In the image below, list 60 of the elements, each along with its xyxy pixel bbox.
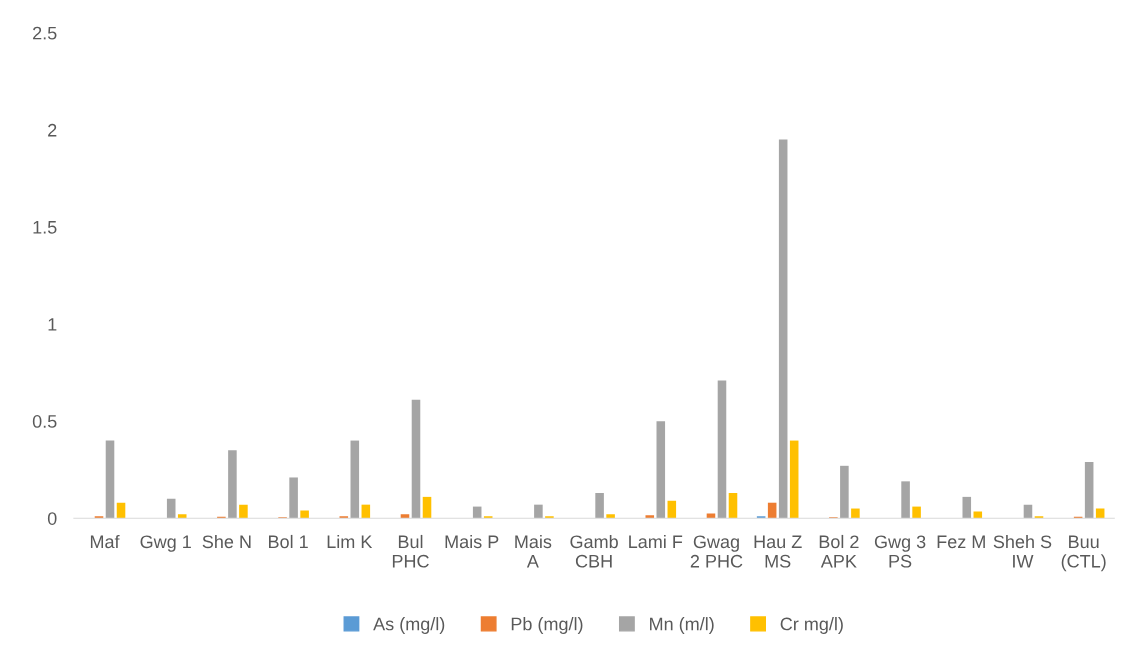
bar bbox=[606, 514, 615, 519]
bar bbox=[1084, 461, 1094, 519]
x-tick-label: Gwg 3 PS bbox=[874, 535, 926, 568]
bar bbox=[778, 139, 788, 519]
bar bbox=[717, 380, 727, 519]
bar bbox=[645, 515, 655, 519]
bar bbox=[411, 399, 421, 519]
x-tick-label: Hau Z MS bbox=[754, 535, 802, 568]
bar bbox=[840, 465, 849, 519]
x-tick-label: Mais P bbox=[445, 534, 499, 549]
bar bbox=[166, 498, 176, 519]
bar bbox=[789, 440, 799, 519]
bar bbox=[973, 511, 983, 519]
bar bbox=[422, 496, 432, 519]
x-tick-label: Maf bbox=[90, 534, 120, 549]
bar bbox=[105, 440, 115, 519]
bar bbox=[400, 514, 410, 519]
y-tick-label: 2.5 bbox=[33, 26, 57, 40]
bar bbox=[350, 440, 360, 519]
legend-label: Pb (mg/l) bbox=[511, 617, 583, 634]
y-tick-label: 0.5 bbox=[32, 415, 57, 428]
x-tick-label: Bul PHC bbox=[392, 534, 429, 568]
x-tick-label: Bol 2 APK bbox=[819, 534, 859, 568]
bar bbox=[177, 514, 187, 519]
bar bbox=[534, 504, 543, 519]
y-tick-label: 2 bbox=[48, 123, 57, 137]
bar bbox=[962, 496, 972, 519]
bar bbox=[706, 513, 716, 519]
bar bbox=[767, 502, 777, 519]
bar bbox=[1023, 504, 1033, 519]
bar bbox=[851, 508, 860, 519]
y-tick-label: 0 bbox=[47, 512, 57, 525]
y-tick-label: 1 bbox=[48, 318, 57, 331]
x-tick-label: Lim K bbox=[327, 534, 373, 548]
x-tick-label: Gamb CBH bbox=[570, 534, 618, 568]
bar bbox=[728, 493, 738, 519]
x-tick-label: Lami F bbox=[629, 534, 683, 549]
bar bbox=[228, 450, 237, 519]
x-tick-label: She N bbox=[202, 534, 251, 549]
legend-label: As (mg/l) bbox=[373, 617, 445, 634]
bar bbox=[116, 502, 126, 519]
x-tick-label: Gwag 2 PHC bbox=[690, 535, 743, 568]
x-tick-label: Fez M bbox=[937, 535, 985, 549]
bar bbox=[912, 506, 921, 519]
x-tick-label: Buu (CTL) bbox=[1061, 535, 1106, 572]
bar bbox=[656, 421, 666, 519]
y-tick-label: 1.5 bbox=[33, 221, 57, 234]
bar bbox=[667, 500, 677, 519]
legend-label: Mn (m/l) bbox=[650, 617, 714, 634]
x-tick-label: Gwg 1 bbox=[140, 535, 191, 552]
bar bbox=[239, 504, 248, 519]
bar bbox=[300, 510, 309, 519]
bar bbox=[289, 477, 298, 519]
bar bbox=[901, 481, 910, 519]
x-tick-label: Mais A bbox=[515, 534, 552, 568]
bar bbox=[595, 493, 604, 519]
legend-label: Cr mg/l) bbox=[780, 617, 843, 634]
x-tick-label: Sheh S IW bbox=[993, 534, 1052, 568]
x-tick-label: Bol 1 bbox=[269, 534, 308, 549]
bar bbox=[361, 504, 371, 519]
